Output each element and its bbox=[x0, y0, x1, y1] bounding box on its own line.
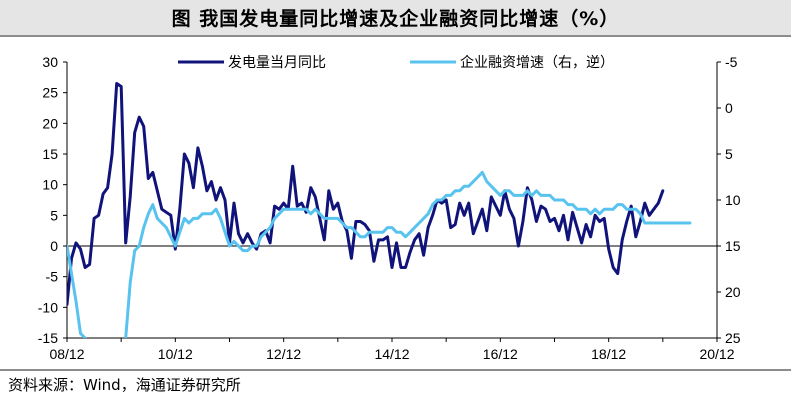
left-tick-label: -10 bbox=[38, 299, 58, 315]
left-tick-label: 10 bbox=[42, 177, 58, 193]
legend-label-2: 企业融资增速（右，逆） bbox=[460, 54, 614, 70]
series-1-line bbox=[67, 82, 665, 306]
left-tick-label: 0 bbox=[50, 238, 58, 254]
right-tick-label: 5 bbox=[725, 146, 733, 162]
series-2-line bbox=[124, 170, 692, 338]
right-y-axis: -5 0 5 10 15 20 25 bbox=[717, 54, 741, 346]
right-tick-label: 20 bbox=[725, 284, 741, 300]
x-axis: 08/12 10/12 12/12 14/12 16/12 18/12 20/12 bbox=[49, 338, 735, 362]
x-tick-label: 10/12 bbox=[158, 346, 193, 362]
right-tick-label: -5 bbox=[725, 54, 738, 70]
series-2-line bbox=[67, 244, 87, 338]
x-tick-label: 14/12 bbox=[374, 346, 409, 362]
legend-label-1: 发电量当月同比 bbox=[228, 54, 326, 70]
right-tick-label: 25 bbox=[725, 330, 741, 346]
left-tick-label: 20 bbox=[42, 115, 58, 131]
right-tick-label: 15 bbox=[725, 238, 741, 254]
source-note: 资料来源：Wind，海通证券研究所 bbox=[8, 376, 241, 394]
x-tick-label: 16/12 bbox=[483, 346, 518, 362]
left-tick-label: 5 bbox=[50, 207, 58, 223]
left-tick-label: 30 bbox=[42, 54, 58, 70]
left-tick-label: 15 bbox=[42, 146, 58, 162]
left-tick-label: -15 bbox=[38, 330, 58, 346]
legend: 发电量当月同比 企业融资增速（右，逆） bbox=[178, 54, 614, 70]
bottom-rule bbox=[0, 369, 791, 371]
right-tick-label: 10 bbox=[725, 192, 741, 208]
series-lines bbox=[67, 82, 692, 338]
series-1-group bbox=[67, 82, 665, 306]
x-tick-label: 08/12 bbox=[49, 346, 84, 362]
left-y-axis: 30 25 20 15 10 5 0 -5 -10 -15 bbox=[38, 54, 67, 346]
x-tick-label: 20/12 bbox=[699, 346, 734, 362]
chart-title: 图 我国发电量同比增速及企业融资同比增速（%） bbox=[0, 0, 791, 37]
x-tick-label: 18/12 bbox=[591, 346, 626, 362]
series-2-group bbox=[67, 170, 692, 338]
line-chart: 30 25 20 15 10 5 0 -5 -10 -15 -5 0 5 10 15 20 25 08/12 1… bbox=[38, 54, 741, 362]
left-tick-label: 25 bbox=[42, 85, 58, 101]
x-tick-label: 12/12 bbox=[266, 346, 301, 362]
left-tick-label: -5 bbox=[46, 269, 59, 285]
right-tick-label: 0 bbox=[725, 100, 733, 116]
axes-frame bbox=[66, 62, 718, 339]
